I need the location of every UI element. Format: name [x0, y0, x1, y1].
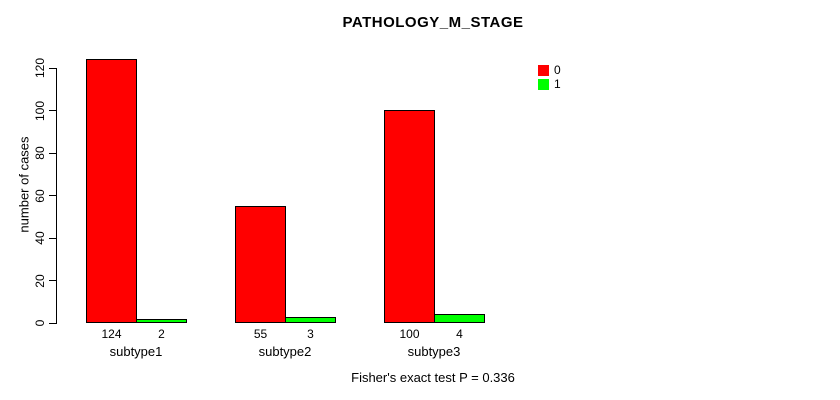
category-label: subtype2 [258, 344, 312, 359]
legend-item-1: 1 [538, 77, 561, 91]
y-tick [49, 152, 56, 154]
legend-swatch-red [538, 64, 549, 76]
y-tick-label: 120 [33, 57, 47, 79]
y-tick-label: 40 [33, 231, 47, 245]
y-tick [49, 110, 56, 111]
y-tick-label: 80 [33, 146, 47, 160]
y-tick-label: 20 [33, 273, 47, 288]
y-axis-label: number of cases [16, 136, 32, 233]
bar-value-label: 55 [253, 327, 268, 341]
bar-series0-subtype2 [235, 206, 286, 323]
y-tick-label: 60 [33, 188, 47, 203]
y-tick-label: 100 [33, 100, 47, 121]
bar-value-label: 124 [101, 327, 122, 341]
y-axis-line [56, 68, 57, 324]
y-tick [49, 237, 56, 239]
y-tick [49, 280, 56, 281]
category-label: subtype1 [109, 344, 163, 359]
y-tick [49, 67, 56, 69]
bar-value-label: 100 [399, 327, 420, 341]
bar-series1-subtype3 [434, 314, 485, 323]
bar-value-label: 2 [158, 327, 165, 341]
annotation-text: Fisher's exact test P = 0.336 [351, 370, 515, 385]
bar-series0-subtype1 [86, 59, 137, 323]
y-tick [49, 195, 56, 196]
category-label: subtype3 [407, 344, 461, 359]
legend: 0 1 [538, 63, 561, 91]
y-tick-label: 0 [33, 319, 47, 327]
legend-item-0: 0 [538, 63, 561, 77]
bar-series1-subtype2 [285, 317, 336, 323]
legend-swatch-green [538, 78, 549, 90]
bar-value-label: 3 [307, 327, 314, 341]
legend-label-1: 1 [554, 77, 561, 91]
bar-series0-subtype3 [384, 110, 435, 323]
bar-value-label: 4 [456, 327, 463, 341]
y-tick [49, 322, 56, 324]
legend-label-0: 0 [554, 63, 561, 77]
chart-title: PATHOLOGY_M_STAGE [342, 14, 524, 31]
bar-series1-subtype1 [136, 319, 187, 323]
